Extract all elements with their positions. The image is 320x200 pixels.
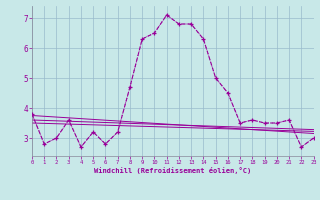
X-axis label: Windchill (Refroidissement éolien,°C): Windchill (Refroidissement éolien,°C): [94, 167, 252, 174]
